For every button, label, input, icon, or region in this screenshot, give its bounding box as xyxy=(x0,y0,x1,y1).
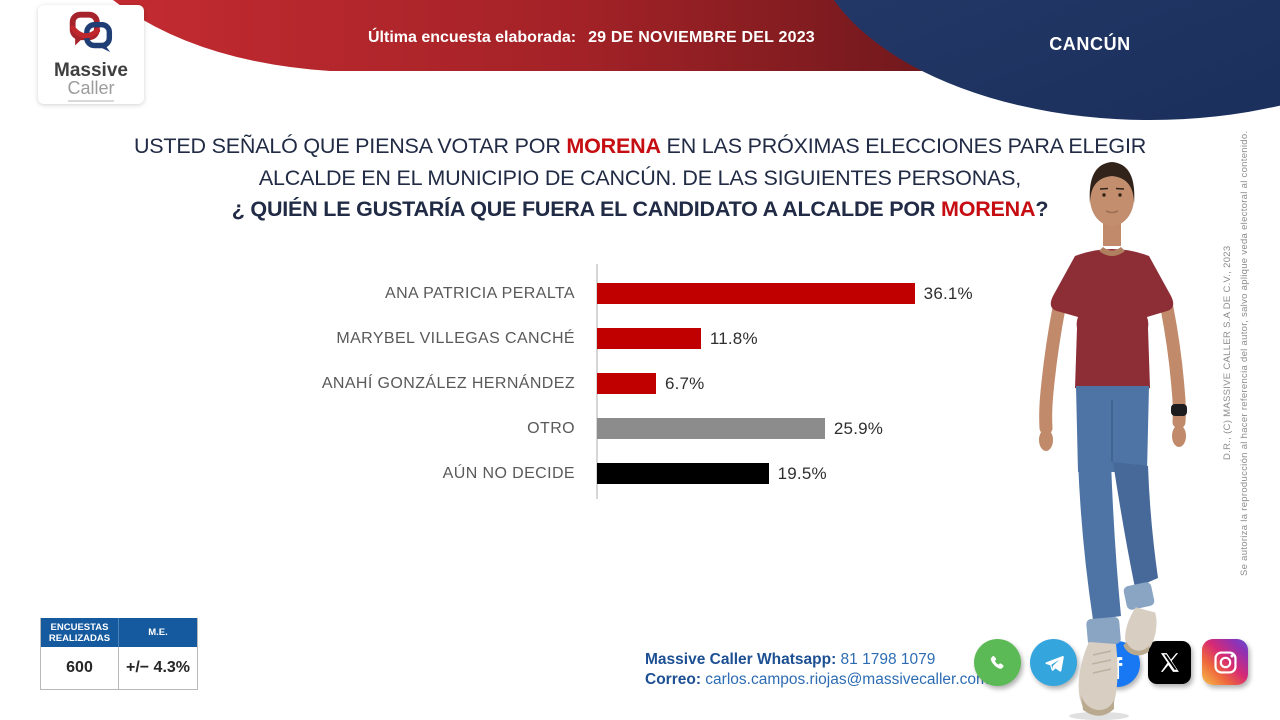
party-highlight: MORENA xyxy=(940,197,1036,221)
question-text: ? xyxy=(1035,197,1049,221)
email-line: Correo: carlos.campos.riojas@massivecall… xyxy=(645,670,989,690)
question-line-2: ALCALDE EN EL MUNICIPIO DE CANCÚN. DE LA… xyxy=(258,165,1022,190)
chart-row: OTRO 25.9% xyxy=(38,406,973,451)
bar xyxy=(597,373,656,394)
region-label: CANCÚN xyxy=(1049,34,1131,54)
bar-category-label: ANAHÍ GONZÁLEZ HERNÁNDEZ xyxy=(321,374,575,392)
bar-value-label: 6.7% xyxy=(664,373,705,393)
bar-category-label: ANA PATRICIA PERALTA xyxy=(385,284,575,302)
whatsapp-icon[interactable] xyxy=(974,639,1021,686)
massive-caller-logo-icon xyxy=(69,11,113,53)
whatsapp-label: Massive Caller Whatsapp: xyxy=(645,651,837,668)
bar xyxy=(597,463,769,484)
banner-label: Última encuesta elaborada: xyxy=(368,29,577,46)
stats-header-margin: M.E. xyxy=(119,618,197,647)
copyright-line: D.R., (C) MASSIVE CALLER S.A DE C.V., 20… xyxy=(1222,245,1233,461)
brand-tagline-mark xyxy=(68,100,114,102)
stats-surveys-value: 600 xyxy=(41,647,119,689)
email-label: Correo: xyxy=(645,670,701,688)
banner-date: 29 DE NOVIEMBRE DEL 2023 xyxy=(588,29,815,46)
question-text: USTED SEÑALÓ QUE PIENSA VOTAR POR xyxy=(133,134,567,158)
brand-logo-card: Massive Caller xyxy=(38,5,144,104)
whatsapp-line: Massive Caller Whatsapp: 81 1798 1079 xyxy=(645,650,989,670)
header-shapes xyxy=(113,0,1280,120)
instagram-icon[interactable] xyxy=(1202,639,1248,685)
bar-track: 19.5% xyxy=(597,463,827,484)
question-text: EN LAS PRÓXIMAS ELECCIONES PARA ELEGIR xyxy=(660,134,1147,158)
telegram-icon[interactable] xyxy=(1030,639,1077,686)
brand-name-line1: Massive xyxy=(54,60,128,81)
party-highlight: MORENA xyxy=(566,134,661,158)
bar xyxy=(597,418,825,439)
bar-value-label: 11.8% xyxy=(709,328,758,348)
bar xyxy=(597,283,915,304)
x-twitter-icon[interactable] xyxy=(1148,641,1191,684)
email-address: carlos.campos.riojas@massivecaller.com xyxy=(705,670,989,688)
chart-row: ANA PATRICIA PERALTA 36.1% xyxy=(38,271,973,316)
candidate-photo xyxy=(1039,162,1187,720)
bar-value-label: 36.1% xyxy=(923,283,973,303)
stats-margin-value: +/− 4.3% xyxy=(125,659,191,676)
survey-date-banner: Última encuesta elaborada: 29 DE NOVIEMB… xyxy=(368,29,815,47)
chart-row: MARYBEL VILLEGAS CANCHÉ 11.8% xyxy=(38,316,973,361)
stats-header-row: ENCUESTAS REALIZADAS M.E. xyxy=(41,618,197,647)
question-line-3: ¿ QUIÉN LE GUSTARÍA QUE FUERA EL CANDIDA… xyxy=(30,194,1250,226)
chart-row: ANAHÍ GONZÁLEZ HERNÁNDEZ 6.7% xyxy=(38,361,973,406)
bar-value-label: 19.5% xyxy=(777,463,827,483)
bar-track: 11.8% xyxy=(597,328,758,349)
bar-track: 36.1% xyxy=(597,283,973,304)
whatsapp-number: 81 1798 1079 xyxy=(840,651,936,668)
chart-row: AÚN NO DECIDE 19.5% xyxy=(38,451,973,496)
sample-stats-table: ENCUESTAS REALIZADAS M.E. 600 +/− 4.3% xyxy=(40,618,198,690)
brand-name-line2: Caller xyxy=(67,78,115,98)
bar-category-label: AÚN NO DECIDE xyxy=(442,464,575,482)
bar-track: 25.9% xyxy=(597,418,883,439)
navy-corner-shape xyxy=(833,0,1280,120)
bar-value-label: 25.9% xyxy=(833,418,884,438)
bar-category-label: OTRO xyxy=(527,419,575,437)
stats-header-surveys: ENCUESTAS REALIZADAS xyxy=(41,618,119,647)
question-line-1: USTED SEÑALÓ QUE PIENSA VOTAR POR MORENA… xyxy=(30,131,1250,163)
copyright-disclaimer: Se autoriza la reproducción al hacer ref… xyxy=(1239,130,1250,576)
contact-block: Massive Caller Whatsapp: 81 1798 1079 Co… xyxy=(645,650,989,689)
poll-chart: ANA PATRICIA PERALTA 36.1% MARYBEL VILLEGA… xyxy=(38,271,973,496)
stats-value-row: 600 +/− 4.3% xyxy=(41,647,197,689)
bar-category-label: MARYBEL VILLEGAS CANCHÉ xyxy=(336,329,575,347)
question-text: ¿ QUIÉN LE GUSTARÍA QUE FUERA EL CANDIDA… xyxy=(231,197,941,221)
bar xyxy=(597,328,701,349)
poll-question: USTED SEÑALÓ QUE PIENSA VOTAR POR MORENA… xyxy=(30,131,1250,226)
bar-track: 6.7% xyxy=(597,373,705,394)
red-ribbon xyxy=(113,0,955,71)
